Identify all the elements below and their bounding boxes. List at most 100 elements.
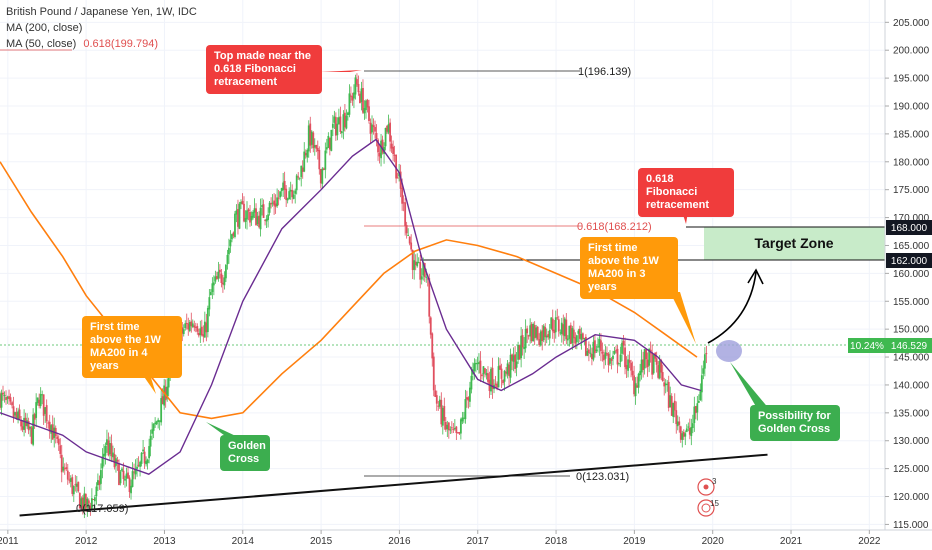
- candle-body: [512, 355, 515, 362]
- candle-body: [533, 325, 536, 339]
- y-tick-label: 160.000: [893, 269, 930, 280]
- candle-body: [154, 422, 157, 425]
- candle-body: [450, 427, 453, 429]
- callout-fib-retracement: 0.618 Fibonacci retracement: [638, 168, 734, 217]
- candle-body: [238, 203, 241, 229]
- candle-body: [672, 402, 675, 417]
- callout-first-time-right-text: First time above the 1W MA200 in 3 years: [588, 242, 659, 293]
- candle-body: [571, 328, 574, 344]
- price-tag-168: 168.000: [891, 223, 928, 234]
- candle-body: [578, 328, 581, 339]
- callout-fib-text: 0.618 Fibonacci retracement: [646, 173, 709, 211]
- price-change-bg: [848, 338, 886, 353]
- candle-body: [109, 443, 111, 454]
- candle-body: [146, 459, 149, 464]
- candle-body: [592, 341, 595, 360]
- candle-body: [657, 365, 660, 378]
- candle-body: [48, 421, 51, 432]
- candle-body: [499, 365, 501, 370]
- candle-body: [133, 471, 135, 473]
- candle-body: [381, 139, 384, 153]
- candle-body: [267, 214, 269, 220]
- candle-body: [23, 417, 25, 430]
- candle-body: [104, 446, 107, 456]
- candle-body: [124, 478, 126, 481]
- candle-body: [41, 394, 44, 396]
- candle-body: [300, 165, 303, 177]
- candle-body: [354, 77, 357, 95]
- candle-body: [392, 146, 394, 155]
- candle-body: [568, 325, 571, 339]
- candle-body: [17, 411, 19, 420]
- candle-body: [610, 358, 613, 361]
- candle-body: [387, 124, 390, 133]
- candle-body: [59, 445, 62, 454]
- candle-body: [297, 176, 300, 178]
- candle-body: [425, 276, 428, 278]
- candle-body: [158, 420, 161, 422]
- candle-body: [196, 326, 199, 332]
- x-tick-label: 2018: [545, 536, 568, 547]
- y-axis-ticks: 115.000 120.000 125.000 130.000 135.000 140.0…: [885, 18, 930, 531]
- candle-body: [282, 182, 285, 191]
- candle-body: [542, 325, 545, 341]
- candle-body: [209, 292, 212, 296]
- candle-body: [371, 124, 373, 133]
- candle-body: [222, 282, 224, 285]
- candle-body: [57, 438, 60, 445]
- projection-arrowhead: [747, 268, 764, 285]
- candle-body: [279, 191, 282, 198]
- candle-body: [594, 340, 596, 354]
- candle-body: [560, 322, 563, 334]
- candle-body: [2, 392, 4, 395]
- candle-body: [384, 128, 387, 147]
- candle-body: [18, 409, 21, 419]
- candle-body: [426, 278, 429, 280]
- candle-body: [577, 330, 580, 334]
- candle-body: [202, 334, 205, 337]
- candle-body: [65, 467, 68, 470]
- candle-body: [669, 395, 672, 408]
- candle-body: [651, 352, 654, 375]
- candle-body: [280, 188, 283, 192]
- candle-body: [461, 417, 464, 422]
- candle-body: [615, 350, 617, 352]
- candle-body: [444, 421, 447, 430]
- y-tick-label: 165.000: [893, 241, 930, 252]
- candle-body: [551, 318, 554, 332]
- y-tick-label: 175.000: [893, 185, 930, 196]
- x-tick-label: 2022: [858, 536, 881, 547]
- ma50-line: [0, 138, 702, 475]
- candle-body: [330, 129, 333, 151]
- candle-body: [160, 398, 163, 423]
- candle-body: [365, 100, 367, 111]
- candle-body: [482, 366, 485, 375]
- candle-body: [637, 373, 640, 388]
- candle-body: [456, 432, 459, 434]
- candle-body: [678, 421, 681, 425]
- candle-body: [622, 340, 625, 346]
- candle-body: [375, 133, 378, 140]
- candle-body: [690, 426, 693, 437]
- candle-body: [696, 403, 699, 413]
- candle-body: [127, 472, 129, 479]
- candle-body: [345, 115, 348, 129]
- callout-possibility-text: Possibility for Golden Cross: [758, 410, 831, 435]
- y-tick-label: 200.000: [893, 46, 930, 57]
- candle-body: [389, 122, 391, 142]
- candle-body: [675, 410, 678, 425]
- candle-body: [74, 484, 77, 486]
- candle-body: [600, 340, 602, 352]
- golden-cross-marker: [716, 340, 742, 362]
- candle-body: [181, 327, 184, 334]
- candle-body: [116, 459, 119, 462]
- candle-body: [21, 426, 24, 430]
- candle-body: [607, 353, 610, 366]
- candle-body: [200, 326, 203, 336]
- candle-body: [634, 383, 637, 397]
- candle-body: [380, 140, 382, 159]
- candle-body: [270, 203, 273, 205]
- candle-body: [487, 373, 489, 382]
- y-tick-label: 140.000: [893, 380, 930, 391]
